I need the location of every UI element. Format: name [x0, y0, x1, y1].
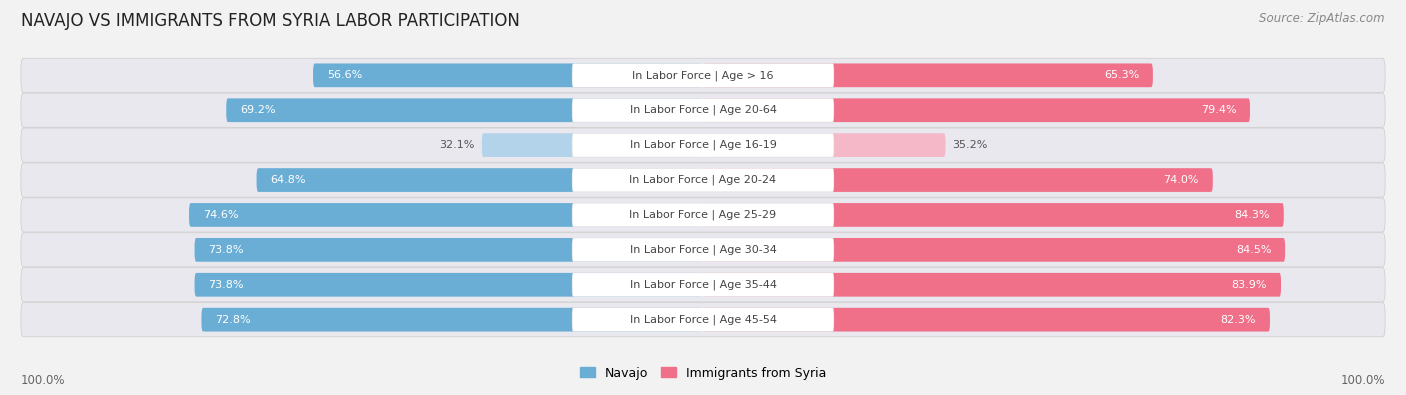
Text: 83.9%: 83.9% — [1232, 280, 1267, 290]
FancyBboxPatch shape — [572, 64, 834, 87]
Text: 32.1%: 32.1% — [440, 140, 475, 150]
FancyBboxPatch shape — [314, 64, 703, 87]
FancyBboxPatch shape — [21, 58, 1385, 92]
FancyBboxPatch shape — [21, 268, 1385, 302]
FancyBboxPatch shape — [572, 273, 834, 297]
Text: In Labor Force | Age > 16: In Labor Force | Age > 16 — [633, 70, 773, 81]
Text: 65.3%: 65.3% — [1104, 70, 1139, 80]
Text: 73.8%: 73.8% — [208, 245, 243, 255]
FancyBboxPatch shape — [482, 133, 703, 157]
Legend: Navajo, Immigrants from Syria: Navajo, Immigrants from Syria — [575, 362, 831, 385]
FancyBboxPatch shape — [572, 203, 834, 227]
FancyBboxPatch shape — [21, 303, 1385, 337]
FancyBboxPatch shape — [194, 238, 703, 262]
FancyBboxPatch shape — [703, 98, 1250, 122]
Text: 56.6%: 56.6% — [326, 70, 363, 80]
FancyBboxPatch shape — [256, 168, 703, 192]
Text: In Labor Force | Age 30-34: In Labor Force | Age 30-34 — [630, 245, 776, 255]
FancyBboxPatch shape — [226, 98, 703, 122]
FancyBboxPatch shape — [703, 168, 1213, 192]
FancyBboxPatch shape — [703, 238, 1285, 262]
FancyBboxPatch shape — [703, 133, 945, 157]
FancyBboxPatch shape — [703, 308, 1270, 331]
FancyBboxPatch shape — [703, 273, 1281, 297]
Text: In Labor Force | Age 16-19: In Labor Force | Age 16-19 — [630, 140, 776, 150]
Text: 69.2%: 69.2% — [240, 105, 276, 115]
FancyBboxPatch shape — [201, 308, 703, 331]
FancyBboxPatch shape — [21, 163, 1385, 197]
FancyBboxPatch shape — [572, 98, 834, 122]
Text: In Labor Force | Age 25-29: In Labor Force | Age 25-29 — [630, 210, 776, 220]
Text: 79.4%: 79.4% — [1201, 105, 1236, 115]
Text: 35.2%: 35.2% — [952, 140, 988, 150]
Text: In Labor Force | Age 45-54: In Labor Force | Age 45-54 — [630, 314, 776, 325]
FancyBboxPatch shape — [572, 308, 834, 331]
Text: 73.8%: 73.8% — [208, 280, 243, 290]
Text: 64.8%: 64.8% — [270, 175, 307, 185]
FancyBboxPatch shape — [572, 168, 834, 192]
FancyBboxPatch shape — [21, 93, 1385, 127]
Text: 84.5%: 84.5% — [1236, 245, 1271, 255]
Text: Source: ZipAtlas.com: Source: ZipAtlas.com — [1260, 12, 1385, 25]
FancyBboxPatch shape — [21, 233, 1385, 267]
Text: In Labor Force | Age 35-44: In Labor Force | Age 35-44 — [630, 280, 776, 290]
Text: In Labor Force | Age 20-64: In Labor Force | Age 20-64 — [630, 105, 776, 115]
Text: 72.8%: 72.8% — [215, 315, 250, 325]
Text: 100.0%: 100.0% — [21, 374, 66, 387]
Text: 100.0%: 100.0% — [1340, 374, 1385, 387]
FancyBboxPatch shape — [21, 128, 1385, 162]
FancyBboxPatch shape — [572, 238, 834, 262]
Text: 84.3%: 84.3% — [1234, 210, 1270, 220]
Text: 74.6%: 74.6% — [202, 210, 239, 220]
Text: NAVAJO VS IMMIGRANTS FROM SYRIA LABOR PARTICIPATION: NAVAJO VS IMMIGRANTS FROM SYRIA LABOR PA… — [21, 12, 520, 30]
Text: 74.0%: 74.0% — [1164, 175, 1199, 185]
FancyBboxPatch shape — [703, 64, 1153, 87]
Text: 82.3%: 82.3% — [1220, 315, 1256, 325]
FancyBboxPatch shape — [572, 133, 834, 157]
Text: In Labor Force | Age 20-24: In Labor Force | Age 20-24 — [630, 175, 776, 185]
FancyBboxPatch shape — [188, 203, 703, 227]
FancyBboxPatch shape — [194, 273, 703, 297]
FancyBboxPatch shape — [21, 198, 1385, 232]
FancyBboxPatch shape — [703, 203, 1284, 227]
